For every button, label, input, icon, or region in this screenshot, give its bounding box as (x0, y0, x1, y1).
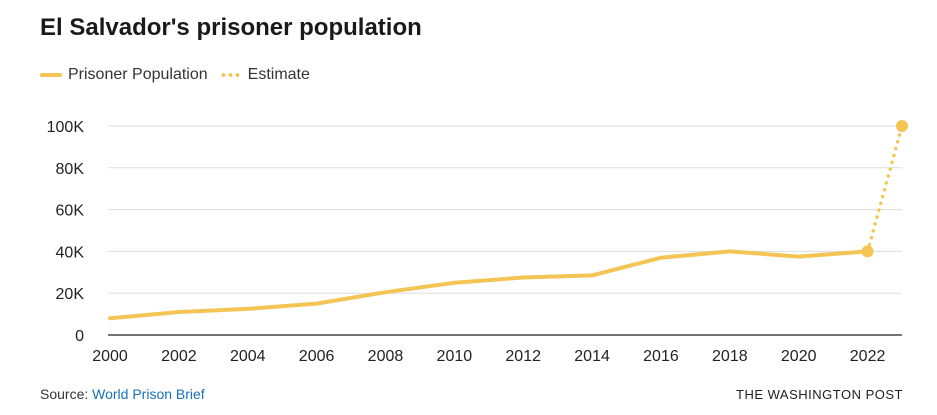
legend-label-estimate: Estimate (247, 66, 310, 83)
chart-title: El Salvador's prisoner population (40, 14, 422, 41)
x-tick-label-2: 2004 (230, 348, 266, 365)
x-tick-label-3: 2006 (299, 348, 335, 365)
x-tick-label-11: 2022 (850, 348, 886, 365)
y-tick-label-3: 60K (56, 203, 85, 220)
x-tick-label-0: 2000 (92, 348, 128, 365)
source-note: Source: World Prison Brief (40, 386, 205, 402)
data-point-2023 (896, 120, 908, 132)
y-tick-label-5: 100K (47, 119, 85, 136)
x-tick-label-9: 2018 (712, 348, 748, 365)
y-tick-label-2: 40K (56, 244, 85, 261)
legend-label-prisoner-population: Prisoner Population (68, 66, 208, 83)
y-tick-label-4: 80K (56, 161, 85, 178)
data-point-2022 (861, 245, 874, 258)
legend-swatch-solid (40, 73, 62, 77)
x-tick-label-1: 2002 (161, 348, 197, 365)
legend-item-prisoner-population: Prisoner Population (40, 66, 208, 84)
source-link[interactable]: World Prison Brief (92, 386, 205, 402)
source-label: Source: (40, 386, 93, 402)
series-line-prisoner-population (108, 249, 870, 321)
x-tick-label-7: 2014 (574, 348, 610, 365)
x-tick-label-5: 2010 (437, 348, 473, 365)
x-tick-label-8: 2016 (643, 348, 679, 365)
y-tick-label-0: 0 (75, 328, 84, 345)
publisher-credit: THE WASHINGTON POST (736, 387, 903, 402)
legend-item-estimate: Estimate (219, 66, 310, 84)
x-tick-label-4: 2008 (368, 348, 404, 365)
series-line-estimate (865, 124, 904, 254)
y-tick-label-1: 20K (56, 286, 85, 303)
x-tick-label-6: 2012 (505, 348, 541, 365)
x-tick-label-10: 2020 (781, 348, 817, 365)
line-chart: 0 20K 40K 60K 80K 100K 2000 2002 2004 2006 2008 201… (47, 119, 908, 365)
legend-swatch-dotted (219, 73, 242, 77)
legend: Prisoner Population Estimate (40, 64, 322, 86)
